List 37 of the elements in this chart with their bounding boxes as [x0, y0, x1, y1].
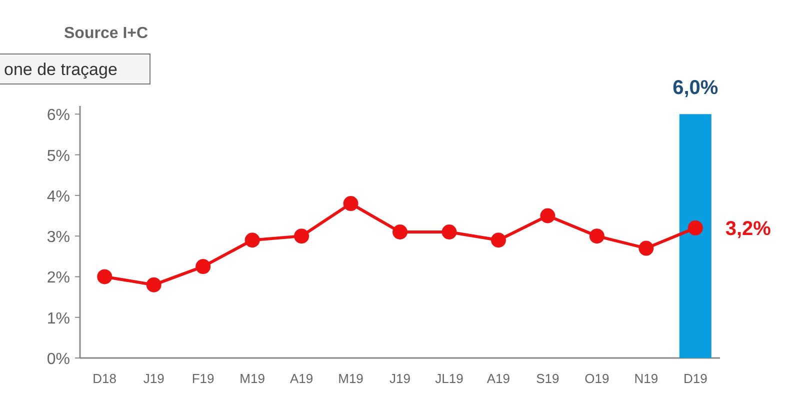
x-tick-label: A19: [290, 371, 314, 386]
point: [244, 232, 260, 248]
point: [392, 224, 408, 240]
point: [490, 232, 506, 248]
point: [146, 277, 162, 292]
x-tick-label: S19: [536, 371, 560, 386]
point: [294, 228, 310, 244]
x-tick-label: J19: [143, 371, 164, 386]
x-tick-label: J19: [390, 371, 410, 386]
x-tick-label: M19: [338, 371, 364, 386]
x-tick-label: A19: [486, 371, 510, 386]
point: [196, 259, 211, 274]
point: [442, 224, 457, 240]
point: [688, 220, 703, 236]
y-tick-label: 0%: [46, 351, 70, 368]
y-tick-label: 2%: [46, 270, 70, 287]
x-tick-label: D18: [92, 371, 117, 386]
point: [97, 269, 112, 284]
x-tick-label: D19: [683, 371, 708, 386]
text: one de traçage: [4, 60, 118, 79]
x-tick-label: F19: [192, 371, 214, 386]
y-tick-label: 4%: [46, 188, 70, 206]
source-note: Source I+C: [64, 25, 148, 42]
x-tick-label: M19: [240, 371, 265, 386]
x-tick-label: O19: [584, 371, 610, 386]
x-tick-label: JL19: [435, 371, 464, 386]
y-tick-label: 1%: [46, 310, 70, 328]
y-tick-label: 6%: [46, 107, 70, 124]
x-tick-label: N19: [634, 371, 658, 386]
point: [343, 196, 358, 212]
y-tick-label: 5%: [46, 148, 70, 165]
data-label: 3,2%: [725, 218, 772, 240]
point: [540, 208, 556, 224]
data-label: 6,0%: [672, 77, 718, 100]
point: [638, 240, 654, 256]
point: [589, 228, 604, 244]
y-tick-label: 3%: [46, 229, 70, 246]
